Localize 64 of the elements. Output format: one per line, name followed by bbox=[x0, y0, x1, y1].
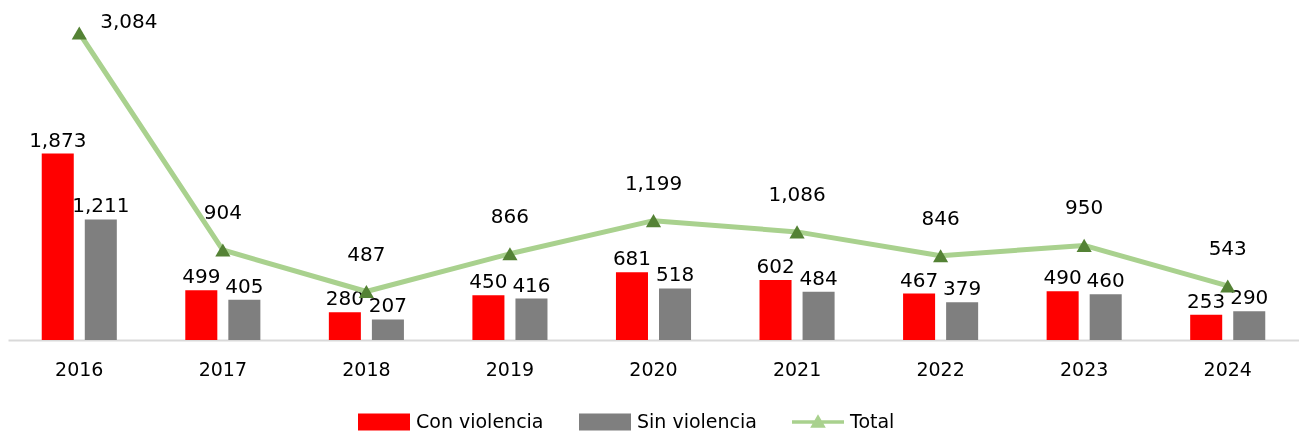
data-label: 416 bbox=[512, 272, 551, 297]
bar bbox=[802, 291, 835, 340]
point bbox=[502, 247, 518, 261]
bar bbox=[1046, 291, 1079, 340]
bar bbox=[615, 272, 648, 340]
data-label: 846 bbox=[921, 205, 960, 230]
x-tick-label: 2021 bbox=[772, 357, 822, 380]
point bbox=[645, 214, 662, 228]
data-label: 543 bbox=[1208, 235, 1247, 260]
bar bbox=[84, 219, 117, 340]
x-tick-label: 2022 bbox=[916, 357, 965, 380]
bar bbox=[185, 290, 218, 340]
data-label: 450 bbox=[469, 269, 508, 294]
data-label: 499 bbox=[182, 264, 221, 289]
data-label: 484 bbox=[799, 265, 838, 290]
data-label: 1,199 bbox=[624, 170, 683, 195]
data-label: 1,086 bbox=[768, 181, 826, 206]
x-tick-label: 2020 bbox=[629, 357, 678, 380]
data-label: 405 bbox=[225, 273, 264, 298]
data-label: 3,084 bbox=[100, 9, 158, 33]
data-label: 207 bbox=[368, 293, 408, 318]
legend-label: Sin violencia bbox=[637, 410, 757, 432]
bar bbox=[41, 153, 74, 340]
bar bbox=[759, 280, 792, 340]
data-label: 904 bbox=[203, 200, 242, 225]
data-label: 681 bbox=[612, 246, 652, 271]
data-label: 253 bbox=[1187, 288, 1226, 313]
bar bbox=[1190, 314, 1223, 340]
bar bbox=[515, 298, 548, 340]
bar bbox=[328, 312, 361, 340]
data-label: 518 bbox=[655, 262, 695, 287]
bar bbox=[946, 302, 979, 340]
x-tick-label: 2024 bbox=[1203, 357, 1252, 380]
point bbox=[71, 26, 87, 40]
bar bbox=[659, 288, 692, 340]
data-label: 280 bbox=[325, 286, 364, 311]
x-tick-label: 2018 bbox=[342, 357, 391, 380]
data-label: 379 bbox=[943, 276, 982, 301]
data-label: 467 bbox=[899, 267, 939, 292]
bar bbox=[371, 319, 404, 340]
data-label: 290 bbox=[1230, 285, 1269, 310]
bar bbox=[472, 295, 505, 340]
point bbox=[215, 243, 231, 257]
data-label: 487 bbox=[347, 241, 386, 266]
data-label: 1,211 bbox=[72, 193, 130, 218]
legend-label: Total bbox=[849, 410, 895, 432]
data-label: 866 bbox=[490, 203, 530, 228]
data-label: 490 bbox=[1043, 265, 1082, 290]
data-label: 950 bbox=[1065, 195, 1104, 220]
x-tick-label: 2019 bbox=[485, 357, 535, 380]
bar bbox=[903, 293, 936, 340]
data-label: 1,873 bbox=[29, 127, 87, 152]
point bbox=[1076, 238, 1092, 252]
point bbox=[789, 225, 805, 239]
legend-label: Con violencia bbox=[416, 410, 544, 432]
data-label: 602 bbox=[756, 254, 795, 279]
bar bbox=[228, 299, 261, 340]
bar bbox=[1089, 294, 1122, 340]
point bbox=[933, 249, 949, 263]
x-tick-label: 2016 bbox=[55, 357, 104, 380]
x-tick-label: 2017 bbox=[198, 357, 248, 380]
x-tick-label: 2023 bbox=[1059, 357, 1109, 380]
bar bbox=[1233, 311, 1266, 340]
data-label: 460 bbox=[1086, 268, 1125, 293]
